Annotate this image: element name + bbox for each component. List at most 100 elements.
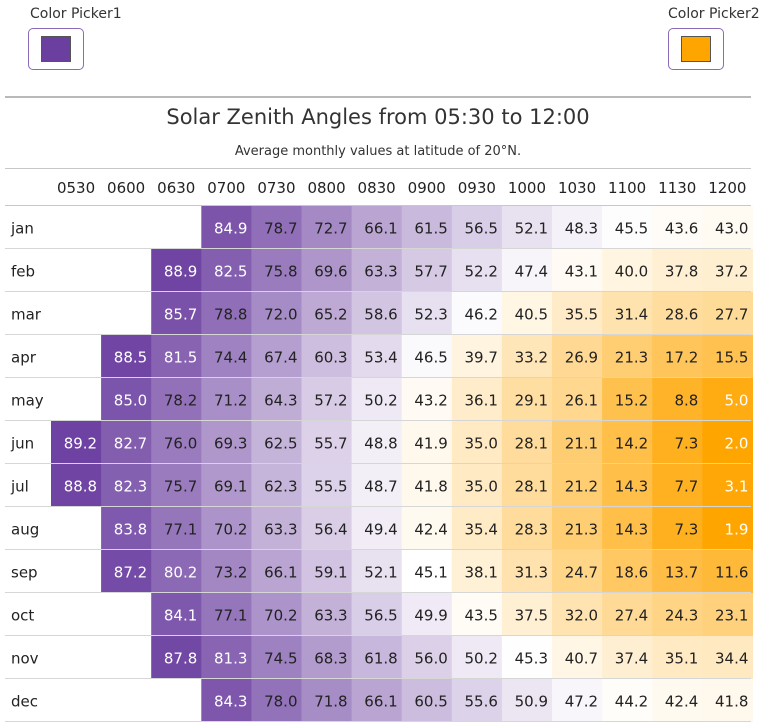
cell-value: 8.8 (674, 392, 698, 410)
cell-value: 37.2 (715, 263, 748, 281)
cell-value: 61.8 (364, 650, 397, 668)
cell-value: 52.3 (414, 306, 447, 324)
cell-value: 15.5 (715, 349, 748, 367)
cell-value: 17.2 (665, 349, 698, 367)
cell-value: 63.3 (264, 521, 297, 539)
heatmap-cell (301, 378, 353, 421)
cell-value: 3.1 (725, 478, 749, 496)
heatmap-cell (652, 464, 703, 507)
cell-value: 83.8 (114, 521, 147, 539)
heatmap-cell (301, 206, 353, 249)
cell-value: 85.7 (164, 306, 197, 324)
heatmap-cell (652, 550, 703, 593)
heatmap-chart: 0530 0600 0630 0700 0730 0800 0830 0900 0930 1000… (5, 168, 753, 722)
color-picker-1-label: Color Picker1 (30, 6, 122, 22)
cell-value: 43.6 (665, 220, 698, 238)
cell-value: 27.4 (615, 607, 648, 625)
heatmap-cell (351, 636, 403, 679)
cell-value: 32.0 (565, 607, 598, 625)
heatmap-cell (501, 378, 553, 421)
heatmap-cell (702, 636, 753, 679)
heatmap-cell (451, 335, 503, 378)
cell-value: 65.2 (314, 306, 347, 324)
heatmap-cell (151, 593, 202, 636)
cell-value: 66.1 (364, 220, 397, 238)
cell-value: 31.3 (515, 564, 548, 582)
heatmap-cell (351, 550, 403, 593)
heatmap-cell (652, 335, 703, 378)
heatmap-cell (351, 292, 403, 335)
cell-value: 56.5 (364, 607, 397, 625)
cell-value: 14.3 (615, 478, 648, 496)
cell-value: 84.9 (214, 220, 247, 238)
color-picker-2-button[interactable] (668, 28, 724, 70)
heatmap-cell (552, 249, 603, 292)
heatmap-cell (251, 378, 303, 421)
heatmap-cell (451, 292, 503, 335)
heatmap-cell (401, 507, 453, 550)
heatmap-cell (151, 421, 202, 464)
cell-value: 46.2 (464, 306, 497, 324)
heatmap-cell (401, 593, 453, 636)
heatmap-cell (552, 335, 603, 378)
heatmap-cell (451, 421, 503, 464)
color-picker-2: Color Picker2 (668, 6, 760, 70)
cell-value: 69.1 (214, 478, 247, 496)
heatmap-cell (251, 550, 303, 593)
heatmap-cell (552, 421, 603, 464)
heatmap-cell (351, 679, 403, 722)
cell-value: 26.1 (565, 392, 598, 410)
cell-value: 55.7 (314, 435, 347, 453)
heatmap-cell (602, 249, 653, 292)
heatmap-cell (201, 378, 252, 421)
heatmap-cell (552, 378, 603, 421)
heatmap-cell (201, 421, 252, 464)
heatmap-cell (351, 335, 403, 378)
heatmap-cell (702, 421, 753, 464)
column-header: 0930 (458, 179, 496, 197)
row-label: jul (10, 478, 29, 496)
cell-value: 69.3 (214, 435, 247, 453)
heatmap-cell (602, 636, 653, 679)
color-picker-1-button[interactable] (28, 28, 84, 70)
cell-value: 35.1 (665, 650, 698, 668)
cell-value: 37.4 (615, 650, 648, 668)
cell-value: 37.5 (515, 607, 548, 625)
heatmap-cell (301, 292, 353, 335)
cell-value: 11.6 (715, 564, 748, 582)
heatmap-cell (602, 593, 653, 636)
heatmap-cell (702, 249, 753, 292)
heatmap-cell (552, 550, 603, 593)
cell-value: 81.3 (214, 650, 247, 668)
heatmap-cell (351, 593, 403, 636)
column-header: 1100 (608, 179, 646, 197)
cell-value: 35.5 (565, 306, 598, 324)
heatmap-cell (351, 507, 403, 550)
heatmap-cell (702, 335, 753, 378)
chart-title: Solar Zenith Angles from 05:30 to 12:00 (166, 105, 590, 129)
cell-value: 84.1 (164, 607, 197, 625)
heatmap-cell (201, 206, 252, 249)
cell-value: 50.2 (364, 392, 397, 410)
cell-value: 62.5 (264, 435, 297, 453)
cell-value: 7.7 (674, 478, 698, 496)
heatmap-cell (702, 507, 753, 550)
heatmap-cell (401, 550, 453, 593)
cell-value: 73.2 (214, 564, 247, 582)
row-label: dec (11, 693, 38, 711)
cell-value: 29.1 (515, 392, 548, 410)
cell-value: 76.0 (164, 435, 197, 453)
heatmap-cell (501, 421, 553, 464)
heatmap-cell (451, 378, 503, 421)
heatmap-cell (401, 292, 453, 335)
heatmap-cell (251, 464, 303, 507)
cell-value: 66.1 (264, 564, 297, 582)
heatmap-cell (401, 464, 453, 507)
heatmap-cell (401, 636, 453, 679)
heatmap-cell (451, 249, 503, 292)
cell-value: 44.2 (615, 693, 648, 711)
cell-value: 78.0 (264, 693, 297, 711)
cell-value: 39.7 (464, 349, 497, 367)
cell-value: 78.8 (214, 306, 247, 324)
cell-value: 88.5 (114, 349, 147, 367)
